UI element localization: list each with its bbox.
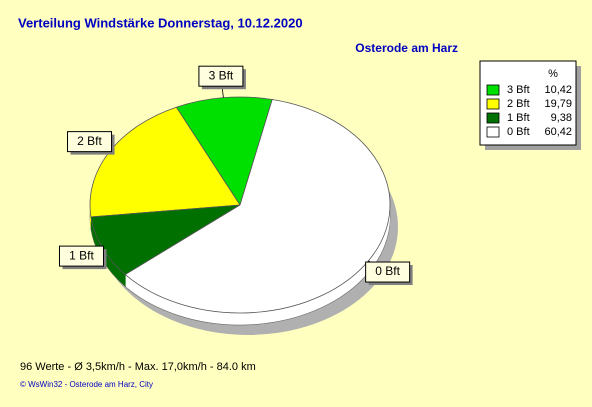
callout-box bbox=[58, 245, 104, 267]
legend-swatch bbox=[486, 112, 500, 124]
callout-box bbox=[198, 65, 244, 87]
legend-value: 19,79 bbox=[544, 98, 572, 110]
legend-label: 1 Bft bbox=[507, 112, 530, 124]
pie-slice bbox=[175, 96, 273, 206]
legend-header: % bbox=[548, 68, 558, 80]
legend-value: 9,38 bbox=[551, 112, 572, 124]
chart-subtitle: Osterode am Harz bbox=[355, 41, 458, 55]
callout-label: 0 Bft bbox=[375, 264, 400, 278]
footer: 96 Werte - Ø 3,5km/h - Max. 17,0km/h - 8… bbox=[20, 361, 256, 373]
legend-label: 2 Bft bbox=[507, 98, 530, 110]
callout-box bbox=[67, 131, 113, 153]
chart-title: Verteilung Windstärke Donnerstag, 10.12.… bbox=[18, 15, 303, 30]
legend-value: 60,42 bbox=[544, 126, 572, 138]
legend-label: 3 Bft bbox=[507, 84, 530, 96]
callout-box bbox=[365, 261, 411, 283]
callout-label: 1 Bft bbox=[69, 248, 94, 262]
callout-label: 2 Bft bbox=[77, 134, 102, 148]
legend-label: 0 Bft bbox=[507, 126, 530, 138]
callout-label: 3 Bft bbox=[209, 68, 234, 82]
legend-value: 10,42 bbox=[544, 84, 572, 96]
legend-swatch bbox=[486, 126, 500, 138]
legend-swatch bbox=[486, 84, 500, 96]
copyright: © WsWin32 - Osterode am Harz, City bbox=[20, 380, 153, 389]
legend-swatch bbox=[486, 98, 500, 110]
